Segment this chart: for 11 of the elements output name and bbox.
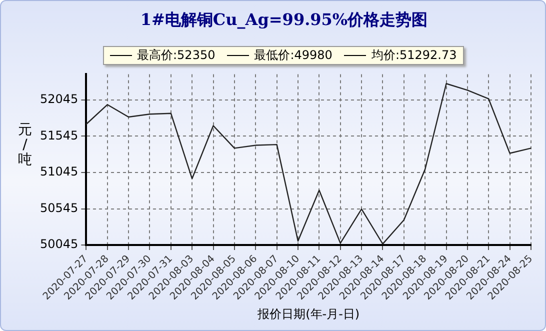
y-tick-label: 51045 <box>40 164 78 179</box>
y-tick-label: 52045 <box>40 92 78 106</box>
y-tick-label: 50545 <box>40 200 78 215</box>
y-tick-label: 50045 <box>40 237 78 252</box>
x-axis-title: 报价日期(年-月-日) <box>256 306 360 321</box>
text: 最高价:52350 <box>137 47 216 64</box>
text: 均价:51292.73 <box>371 47 457 64</box>
text: 最低价:49980 <box>254 47 332 64</box>
y-axis-title: 元/吨 <box>17 122 33 168</box>
y-tick-label: 51545 <box>40 128 78 142</box>
chart-title: 1#电解铜Cu_Ag=99.95%价格走势图 <box>140 10 428 29</box>
